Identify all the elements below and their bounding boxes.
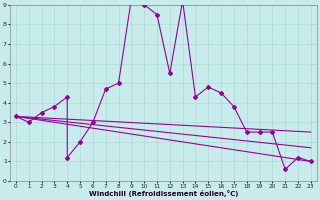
X-axis label: Windchill (Refroidissement éolien,°C): Windchill (Refroidissement éolien,°C) xyxy=(89,190,238,197)
